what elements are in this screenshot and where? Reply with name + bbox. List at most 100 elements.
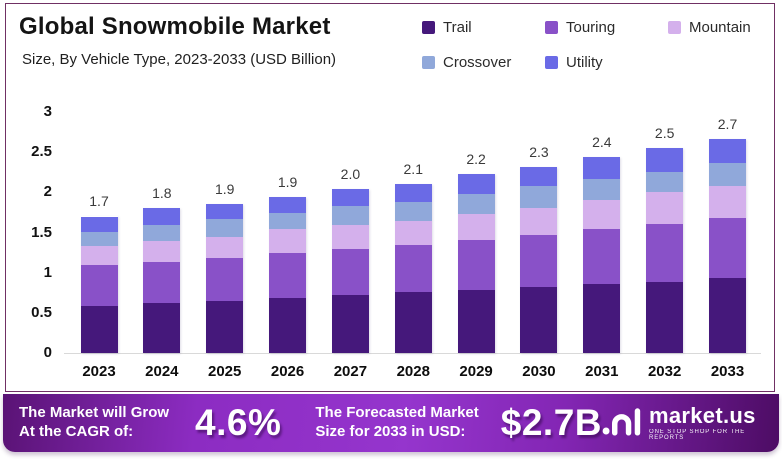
plot-area: 0 0.5 1 1.5 2 2.5 3 1.7 2023 1.8 2024 1.9 2025 1.9 202… (6, 4, 776, 393)
bar-segment-crossover (206, 218, 244, 237)
stacked-bar-2031 (583, 157, 621, 353)
chart-card: Global Snowmobile Market Size, By Vehicl… (5, 3, 775, 392)
bar-segment-mountain (709, 185, 746, 219)
chart-title: Global Snowmobile Market (19, 13, 331, 40)
bar-total-label: 1.9 (277, 174, 298, 191)
x-axis-line (64, 353, 761, 354)
x-axis-label-2024: 2024 (145, 363, 179, 380)
bar-segment-trail (269, 298, 307, 353)
bar-segment-mountain (143, 241, 181, 263)
y-axis-tick: 0 (43, 344, 52, 361)
legend-swatch-utility (545, 56, 558, 69)
legend-label: Utility (566, 54, 603, 71)
y-axis-tick: 2 (43, 183, 52, 201)
bar-total-label: 2.0 (340, 166, 361, 183)
y-axis-tick: 1 (43, 263, 52, 281)
stacked-bar-2026 (269, 197, 307, 353)
bar-segment-crossover (646, 171, 684, 193)
stacked-bar-2032 (646, 148, 684, 353)
legend-label: Crossover (443, 54, 512, 71)
x-axis-label-2031: 2031 (585, 363, 619, 380)
bar-segment-utility (520, 166, 558, 186)
bar-segment-trail (709, 278, 746, 353)
stacked-bar-2027 (331, 189, 369, 353)
bar-segment-touring (269, 253, 307, 299)
y-axis-tick: 1.5 (31, 223, 52, 241)
bar-total-label: 2.1 (403, 160, 423, 177)
marketus-logo-icon (602, 405, 642, 442)
bar-segment-crossover (143, 224, 181, 242)
legend-swatch-mountain (668, 21, 681, 34)
bar-total-label: 2.2 (466, 150, 486, 167)
bar-total-label: 1.7 (89, 193, 109, 210)
bar-segment-crossover (457, 194, 495, 215)
bar-segment-utility (709, 139, 746, 163)
bar-segment-mountain (583, 200, 621, 230)
bar-segment-crossover (709, 162, 746, 186)
bar-segment-trail (646, 281, 684, 353)
forecast-label-line1: The Forecasted Market (315, 404, 479, 422)
bar-total-label: 2.7 (717, 116, 738, 133)
x-axis-label-2027: 2027 (333, 363, 368, 380)
logo-wordmark: market.us (649, 403, 756, 428)
bar-total-label: 2.5 (654, 125, 675, 142)
x-axis-label-2026: 2026 (270, 363, 305, 380)
legend-label: Touring (566, 19, 616, 36)
bar-segment-touring (80, 265, 118, 306)
bar-segment-crossover (583, 178, 621, 201)
forecast-label-line2: Size for 2033 in USD: (315, 423, 466, 440)
bar-segment-touring (143, 262, 181, 304)
bar-segment-trail (394, 291, 432, 353)
bar-total-label: 2.4 (592, 134, 612, 151)
bar-segment-trail (80, 305, 118, 353)
bar-segment-mountain (457, 214, 495, 240)
cagr-label-line1: The Market will Grow (19, 404, 170, 422)
legend-swatch-crossover (422, 56, 435, 69)
bar-segment-mountain (394, 220, 432, 245)
y-axis-tick: 3 (43, 103, 52, 121)
chart-subtitle: Size, By Vehicle Type, 2023-2033 (USD Bi… (22, 51, 337, 68)
cagr-label-line2: At the CAGR of: (19, 423, 134, 440)
bar-segment-trail (331, 295, 369, 353)
bar-segment-utility (457, 173, 495, 195)
bar-segment-crossover (269, 212, 307, 230)
bar-segment-mountain (520, 207, 558, 235)
x-axis-label-2029: 2029 (459, 363, 493, 380)
bar-segment-mountain (80, 246, 118, 266)
bar-segment-trail (583, 283, 621, 353)
bar-segment-touring (206, 258, 244, 301)
bar-segment-touring (646, 223, 684, 282)
x-axis-label-2028: 2028 (396, 363, 430, 380)
chart-legend: Trail Touring Mountain Crossover Utility (422, 19, 751, 71)
stacked-bar-2024 (143, 208, 181, 353)
forecast-label: The Forecasted Market Size for 2033 in U… (315, 404, 478, 442)
bar-total-label: 1.8 (152, 185, 172, 202)
forecast-value: $2.7B (500, 402, 602, 443)
y-axis-tick: 2.5 (31, 143, 52, 161)
bar-segment-touring (709, 218, 746, 279)
x-axis-label-2025: 2025 (208, 363, 242, 380)
bar-segment-crossover (80, 231, 118, 247)
bar-segment-touring (583, 229, 621, 284)
legend-item-trail: Trail (422, 19, 545, 36)
y-axis-tick: 0.5 (31, 303, 52, 321)
bar-segment-utility (269, 197, 307, 213)
marketus-logo: market.us ONE STOP SHOP FOR THE REPORTS (602, 405, 765, 442)
legend-item-utility: Utility (545, 54, 668, 71)
bar-segment-utility (206, 203, 244, 219)
legend-item-touring: Touring (545, 19, 668, 36)
legend-label: Trail (443, 19, 472, 36)
x-axis-label-2033: 2033 (710, 363, 745, 380)
legend-item-mountain: Mountain (668, 19, 751, 36)
stacked-bar-2029 (457, 173, 495, 353)
x-axis-label-2023: 2023 (82, 363, 116, 380)
bar-segment-utility (143, 208, 181, 225)
bar-segment-mountain (269, 229, 307, 254)
x-axis-label-2032: 2032 (647, 363, 682, 380)
legend-label: Mountain (689, 19, 751, 36)
bar-segment-trail (206, 300, 244, 353)
bar-segment-touring (394, 244, 432, 292)
bar-segment-utility (583, 157, 621, 179)
legend-swatch-touring (545, 21, 558, 34)
bar-total-label: 1.9 (214, 180, 235, 197)
